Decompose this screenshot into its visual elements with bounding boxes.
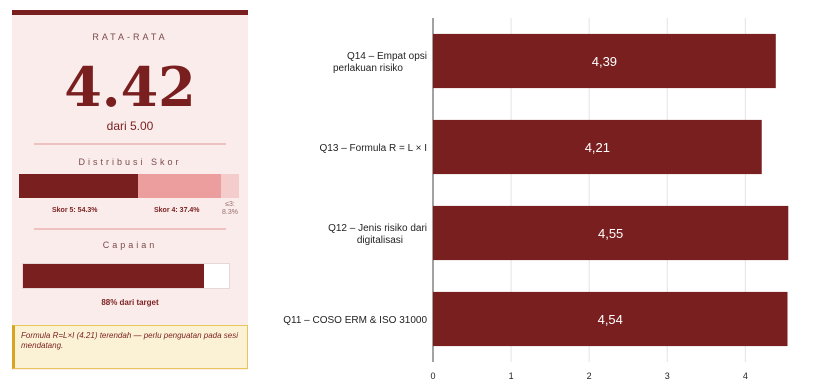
x-tick-label: 0	[430, 371, 435, 381]
distribution-label-score-4: Skor 4: 37.4%	[154, 207, 200, 214]
average-heading: RATA-RATA	[92, 32, 168, 42]
x-tick-label: 3	[665, 371, 670, 381]
achievement-progress-fill	[23, 264, 205, 288]
x-tick-label: 1	[509, 371, 514, 381]
distribution-label-score-5: Skor 5: 54.3%	[52, 207, 98, 214]
distribution-label-score-3-line2: 8.3%	[222, 209, 238, 216]
achievement-progress-bar	[22, 263, 230, 289]
insight-note: Formula R=L×I (4.21) terendah — perlu pe…	[12, 325, 248, 369]
bar	[433, 33, 776, 89]
category-label: Q11 – COSO ERM & ISO 31000	[283, 315, 427, 326]
bar-value-label: 4,39	[592, 54, 617, 69]
distribution-label-score-3-or-less: ≤3: 8.3%	[216, 201, 244, 217]
average-value: 4.42	[64, 55, 196, 119]
bar	[433, 119, 762, 175]
category-label-line2: perlakuan risiko	[333, 63, 403, 74]
distribution-segment-score-5	[19, 174, 139, 198]
category-label: Q12 – Jenis risiko dari	[328, 223, 427, 234]
category-label: Q13 – Formula R = L × I	[320, 143, 427, 154]
divider	[34, 143, 226, 145]
bar-value-label: 4,21	[585, 140, 610, 155]
distribution-label-score-3-line1: ≤3:	[225, 201, 235, 208]
divider	[34, 228, 226, 230]
average-scale: dari 5.00	[106, 119, 154, 133]
distribution-bar	[19, 174, 239, 198]
bar-value-label: 4,54	[598, 312, 623, 327]
distribution-segment-score-4	[138, 174, 221, 198]
category-label-line2: digitalisasi	[357, 235, 403, 246]
x-tick-label: 4	[743, 371, 748, 381]
bar-value-label: 4,55	[598, 226, 623, 241]
achievement-label: 88% dari target	[101, 298, 159, 307]
distribution-segment-score-3-or-less	[220, 174, 239, 198]
distribution-heading: Distribusi Skor	[78, 157, 182, 167]
summary-panel: RATA-RATA 4.42 dari 5.00 Distribusi Skor…	[12, 10, 248, 370]
bar	[433, 291, 788, 347]
achievement-heading: Capaian	[102, 240, 158, 250]
x-tick-label: 2	[587, 371, 592, 381]
category-label: Q14 – Empat opsi	[347, 51, 427, 62]
bar	[433, 205, 789, 261]
